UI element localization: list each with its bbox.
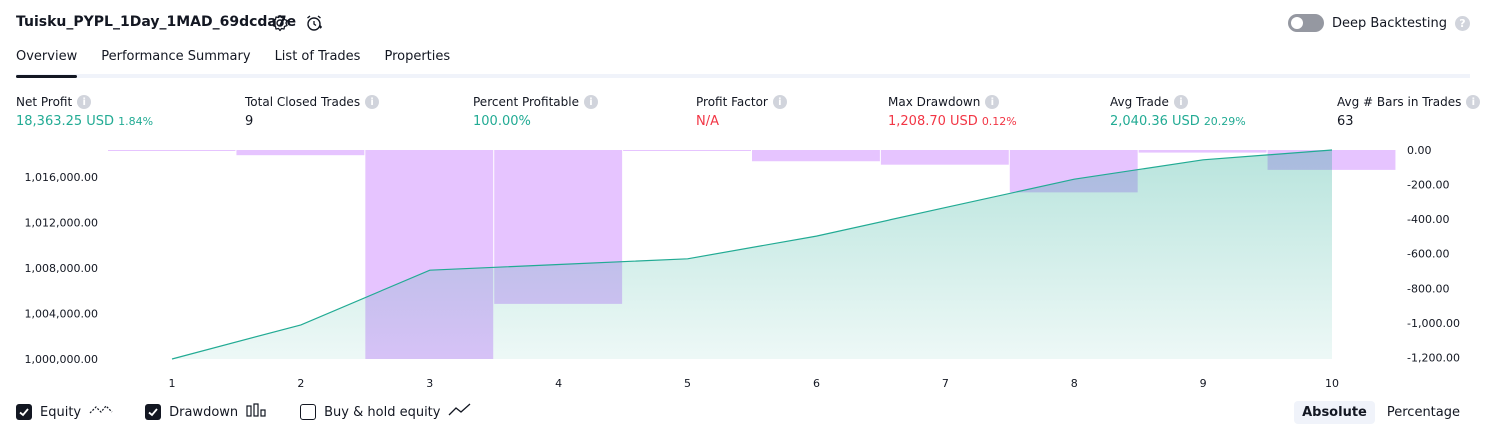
equity-wave-icon [89, 403, 113, 421]
info-icon[interactable]: i [365, 95, 380, 109]
x-axis-tick: 4 [555, 377, 562, 390]
left-axis-tick: 1,004,000.00 [25, 307, 98, 320]
drawdown-bar [1138, 150, 1267, 153]
left-axis-tick: 1,008,000.00 [25, 262, 98, 275]
help-icon[interactable]: ? [1455, 15, 1470, 31]
info-icon[interactable]: i [1173, 95, 1188, 109]
info-icon[interactable]: i [772, 95, 787, 109]
x-axis-tick: 5 [684, 377, 691, 390]
drawdown-bar [752, 150, 880, 162]
checkbox-checked[interactable] [16, 404, 32, 420]
metric-value: 9 [245, 114, 254, 129]
settings-gear-icon[interactable] [269, 12, 291, 34]
info-icon[interactable]: i [1466, 95, 1481, 109]
left-axis-tick: 1,016,000.00 [25, 171, 98, 184]
x-axis-tick: 10 [1325, 377, 1339, 390]
strategy-title: Tuisku_PYPL_1Day_1MAD_69dcda7e [16, 14, 297, 30]
right-axis-tick: -600.00 [1407, 248, 1449, 261]
x-axis-tick: 3 [426, 377, 433, 390]
buy-hold-toggle[interactable]: Buy & hold equity [300, 403, 472, 421]
metric-percent: 20.29% [1203, 115, 1246, 128]
metric-label: Net Profit [16, 95, 73, 109]
tab-list-of-trades[interactable]: List of Trades [274, 49, 361, 64]
metric-avg-bars: Avg # Bars in Trades i 63 [1337, 94, 1481, 129]
deep-backtesting-control: Deep Backtesting ? [1287, 14, 1470, 32]
metric-label: Profit Factor [696, 95, 768, 109]
metric-profit-factor: Profit Factor i N/A [696, 94, 787, 129]
equity-drawdown-chart[interactable]: 1,016,000.00 1,012,000.00 1,008,000.00 1,00… [0, 140, 1486, 395]
metric-value: 2,040.36 USD [1110, 114, 1200, 129]
metric-percent: 1.84% [118, 115, 154, 128]
chart-legend: Equity Drawdown Buy & hold equity [16, 403, 504, 421]
metric-label: Avg # Bars in Trades [1337, 95, 1462, 109]
bars-icon [246, 403, 268, 421]
metric-label: Percent Profitable [473, 95, 579, 109]
equity-line [171, 149, 1333, 360]
drawdown-label: Drawdown [169, 404, 239, 420]
buy-hold-label: Buy & hold equity [324, 404, 441, 420]
deep-backtesting-label: Deep Backtesting [1331, 15, 1447, 31]
x-axis-tick: 2 [297, 377, 304, 390]
drawdown-bar [623, 150, 751, 151]
x-axis-tick: 9 [1200, 377, 1207, 390]
right-axis-tick: 0.00 [1407, 144, 1432, 157]
toggle-knob [1290, 17, 1303, 29]
info-icon[interactable]: i [985, 95, 1000, 109]
line-chart-icon [448, 403, 472, 421]
drawdown-bar [880, 150, 1009, 165]
x-axis-tick: 7 [942, 377, 949, 390]
absolute-button[interactable]: Absolute [1294, 401, 1375, 424]
right-axis-tick: -400.00 [1407, 213, 1449, 226]
metric-label: Avg Trade [1110, 95, 1169, 109]
tab-performance-summary[interactable]: Performance Summary [101, 49, 251, 64]
value-mode-switch: Absolute Percentage [1294, 401, 1468, 424]
drawdown-toggle[interactable]: Drawdown [145, 403, 268, 421]
metric-label: Max Drawdown [888, 95, 981, 109]
tab-overview[interactable]: Overview [16, 48, 78, 78]
metric-value: N/A [696, 114, 719, 129]
right-axis-tick: -1,000.00 [1407, 317, 1460, 330]
info-icon[interactable]: i [77, 95, 92, 109]
metric-max-drawdown: Max Drawdown i 1,208.70 USD 0.12% [888, 94, 1017, 129]
deep-backtesting-toggle[interactable] [1287, 14, 1324, 32]
metric-percent-profitable: Percent Profitable i 100.00% [473, 94, 598, 129]
drawdown-bar [108, 150, 236, 151]
metric-value: 100.00% [473, 114, 531, 129]
metric-percent: 0.12% [981, 115, 1017, 128]
left-axis-tick: 1,000,000.00 [25, 353, 98, 366]
metric-value: 1,208.70 USD [888, 114, 978, 129]
percentage-button[interactable]: Percentage [1386, 405, 1460, 420]
metric-avg-trade: Avg Trade i 2,040.36 USD 20.29% [1110, 94, 1246, 129]
alarm-clock-icon[interactable] [303, 12, 325, 34]
x-axis-tick: 1 [169, 377, 176, 390]
info-icon[interactable]: i [583, 95, 598, 109]
metric-value: 18,363.25 USD [16, 114, 115, 129]
metric-value: 63 [1337, 114, 1354, 129]
checkbox-unchecked[interactable] [300, 404, 317, 420]
left-axis-tick: 1,012,000.00 [25, 216, 98, 229]
metric-net-profit: Net Profit i 18,363.25 USD 1.84% [16, 94, 153, 129]
tab-properties[interactable]: Properties [384, 49, 451, 64]
right-axis-tick: -800.00 [1407, 282, 1449, 295]
equity-toggle[interactable]: Equity [16, 403, 113, 421]
checkbox-checked[interactable] [145, 404, 162, 420]
metric-label: Total Closed Trades [245, 95, 361, 109]
right-axis-tick: -1,200.00 [1407, 351, 1460, 364]
x-axis-tick: 6 [813, 377, 820, 390]
equity-area [172, 150, 1332, 359]
drawdown-bar [236, 150, 365, 156]
equity-label: Equity [40, 404, 82, 420]
tab-bar: Overview Performance Summary List of Tra… [16, 48, 1470, 78]
right-axis-tick: -200.00 [1407, 179, 1449, 192]
metric-total-closed-trades: Total Closed Trades i 9 [245, 94, 380, 129]
x-axis-tick: 8 [1071, 377, 1078, 390]
